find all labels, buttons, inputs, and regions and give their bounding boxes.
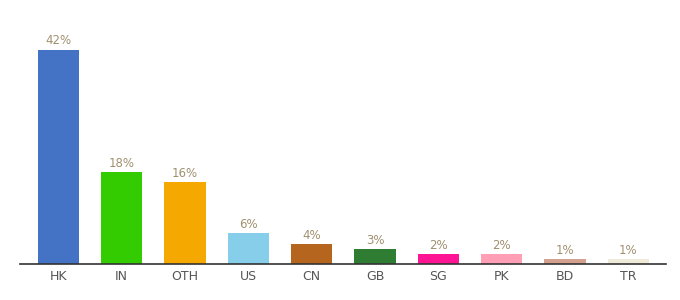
Text: 3%: 3% [366, 234, 384, 247]
Text: 1%: 1% [619, 244, 638, 257]
Text: 2%: 2% [492, 239, 511, 252]
Bar [38, 50, 79, 264]
Bar [354, 249, 396, 264]
Bar [101, 172, 142, 264]
Bar [228, 233, 269, 264]
Bar [545, 259, 585, 264]
Text: 1%: 1% [556, 244, 575, 257]
Bar [418, 254, 459, 264]
Text: 16%: 16% [172, 167, 198, 180]
Text: 2%: 2% [429, 239, 447, 252]
Bar [165, 182, 205, 264]
Bar [608, 259, 649, 264]
Text: 42%: 42% [46, 34, 71, 47]
Text: 18%: 18% [109, 157, 135, 170]
Text: 6%: 6% [239, 218, 258, 231]
Bar [291, 244, 333, 264]
Text: 4%: 4% [303, 229, 321, 242]
Bar [481, 254, 522, 264]
